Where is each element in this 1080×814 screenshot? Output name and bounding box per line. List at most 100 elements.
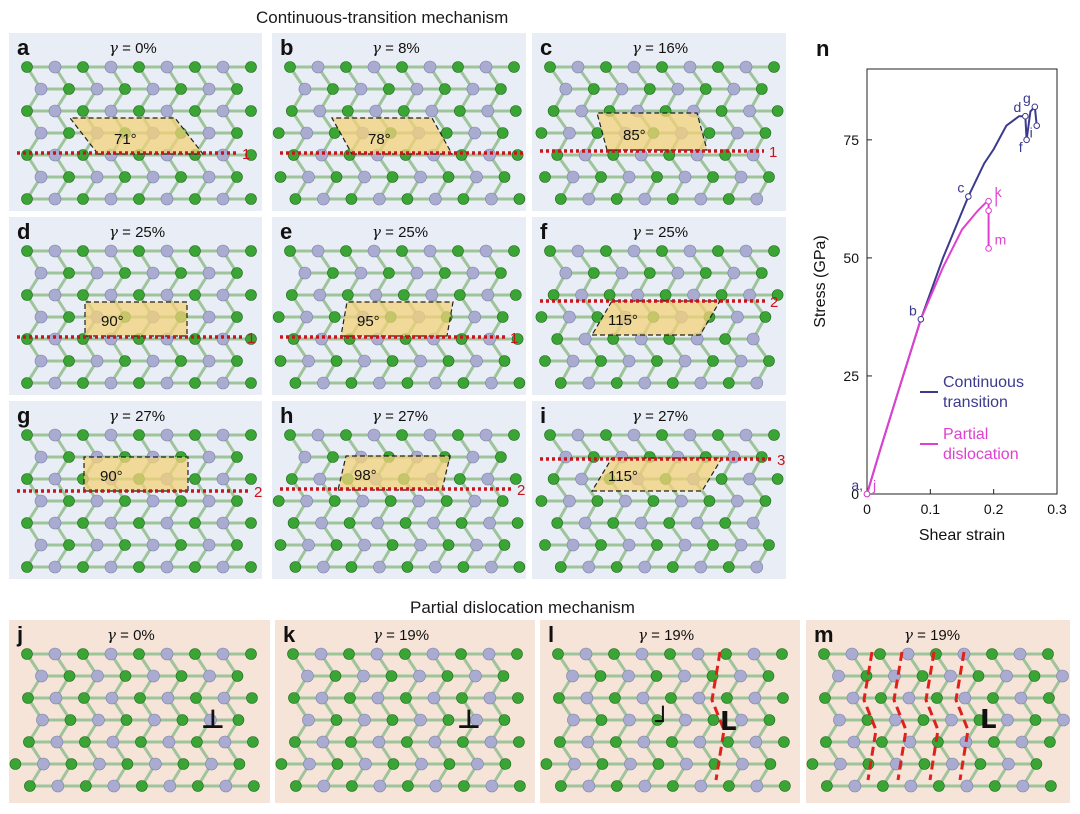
- annotation-marker: [985, 207, 992, 214]
- strain-value: = 0%: [117, 40, 157, 57]
- panel-j: ⊥ j γ = 0%: [9, 620, 270, 803]
- strain-label: γ = 27%: [372, 407, 428, 425]
- unit-cell-parallelogram: [596, 112, 708, 151]
- strain-label: γ = 27%: [109, 407, 165, 425]
- panel-letter: l: [548, 622, 555, 647]
- panel-letter: e: [280, 219, 293, 244]
- annotation-label: i: [1030, 125, 1033, 141]
- strain-label: γ = 27%: [632, 407, 688, 425]
- stacking-fault-line: [924, 651, 940, 781]
- strain-label: γ = 25%: [372, 223, 428, 241]
- stacking-fault-line: [710, 651, 726, 781]
- strain-value: = 8%: [380, 40, 420, 57]
- strain-value: = 27%: [117, 408, 166, 425]
- annotation-marker: [917, 315, 925, 323]
- gamma-symbol: γ: [632, 407, 641, 425]
- panel-a: 71° 1 a γ = 0%: [9, 33, 262, 211]
- annotation-label: g: [1023, 90, 1031, 106]
- atom-lattice: [21, 428, 257, 574]
- strain-value: = 25%: [117, 224, 166, 241]
- dislocation-symbol: ⊥: [457, 705, 481, 735]
- unit-cell-parallelogram: [83, 456, 189, 492]
- stacking-fault-line: [954, 651, 970, 781]
- panel-letter: d: [17, 219, 31, 244]
- annotation-marker: [1023, 136, 1030, 144]
- strain-label: γ = 0%: [107, 626, 155, 644]
- gamma-symbol: γ: [373, 626, 382, 644]
- y-tick-label: 50: [843, 250, 859, 266]
- annotation-marker: [965, 193, 972, 200]
- panel-e: 95° 1 e γ = 25%: [272, 217, 526, 395]
- unit-cell-parallelogram: [84, 301, 188, 337]
- annotation-marker: [985, 245, 992, 252]
- strain-label: γ = 0%: [109, 39, 157, 57]
- panel-i: 115° 3 i γ = 27%: [532, 401, 786, 579]
- annotation-label: f: [1019, 139, 1023, 155]
- y-tick-label: 0: [851, 486, 859, 502]
- slip-plane-number: 2: [517, 482, 525, 499]
- cell-angle: 85°: [623, 127, 646, 144]
- panel-letter: j: [17, 622, 24, 647]
- atom-lattice: [535, 428, 784, 574]
- panel-b: 78°1bγ = 8%: [272, 33, 526, 211]
- annotation-marker: [985, 197, 992, 205]
- strain-label: γ = 16%: [632, 39, 688, 57]
- stress-strain-chart: n 0 0.1 0.2 0.3 0 25 50 75 Shear strain Stress (GP…: [810, 34, 1080, 564]
- panel-d: 90° 1 d γ = 25%: [9, 217, 262, 395]
- gamma-symbol: γ: [638, 626, 647, 644]
- strain-label: γ = 19%: [638, 626, 694, 644]
- strain-label: γ = 19%: [904, 626, 960, 644]
- plot-frame: [866, 68, 1058, 495]
- panel-letter: m: [814, 622, 834, 647]
- x-tick-label: 0.3: [1047, 501, 1067, 517]
- stacking-fault-line: [862, 651, 878, 781]
- panel-letter: n: [816, 36, 829, 61]
- slip-plane-number: 1: [769, 144, 777, 161]
- panel-letter: h: [280, 403, 294, 428]
- gamma-symbol: γ: [904, 626, 913, 644]
- panel-c: 85° 1 c γ = 16%: [532, 33, 786, 211]
- strain-value: = 27%: [640, 408, 689, 425]
- slip-plane-number: 1: [510, 330, 518, 347]
- annotation-label: m: [995, 231, 1007, 247]
- gamma-symbol: γ: [109, 39, 118, 57]
- annotation-marker: [1031, 103, 1039, 111]
- panel-g: 90° 2 g γ = 27%: [9, 401, 262, 579]
- annotation-label: j: [872, 477, 876, 493]
- panel-letter: f: [540, 219, 548, 244]
- panel-letter: a: [17, 35, 30, 60]
- strain-value: = 19%: [381, 627, 430, 644]
- x-tick-label: 0.2: [984, 501, 1004, 517]
- atom-lattice: [21, 60, 257, 206]
- strain-value: = 25%: [380, 224, 429, 241]
- panel-letter: i: [540, 403, 547, 428]
- strain-value: = 25%: [640, 224, 689, 241]
- panel-letter: k: [283, 622, 296, 647]
- x-axis-label: Shear strain: [919, 527, 1005, 544]
- panel-k: ⊥ k γ = 19%: [275, 620, 535, 803]
- annotation-label: d: [1014, 99, 1022, 115]
- gamma-symbol: γ: [109, 407, 118, 425]
- gamma-symbol: γ: [372, 407, 381, 425]
- legend-label: transition: [943, 394, 1008, 411]
- gamma-symbol: γ: [107, 626, 116, 644]
- atom-lattice: [272, 428, 526, 574]
- strain-value: = 16%: [640, 40, 689, 57]
- cell-angle: 71°: [114, 131, 137, 148]
- cell-angle: 115°: [608, 468, 638, 485]
- strain-value: = 19%: [912, 627, 961, 644]
- panel-letter: c: [540, 35, 553, 60]
- annotation-label: c: [957, 180, 964, 196]
- cell-angle: 115°: [608, 312, 638, 329]
- atom-lattice: [272, 60, 526, 206]
- unit-cell-parallelogram: [340, 301, 454, 337]
- panel-h: 98° 2 h γ = 27%: [272, 401, 526, 579]
- dislocation-symbol: L: [980, 705, 997, 735]
- y-axis-label: Stress (GPa): [812, 235, 829, 327]
- panel-letter: g: [17, 403, 31, 428]
- cell-angle: 90°: [100, 468, 123, 485]
- atom-lattice: [275, 647, 526, 793]
- legend-label: dislocation: [943, 446, 1019, 463]
